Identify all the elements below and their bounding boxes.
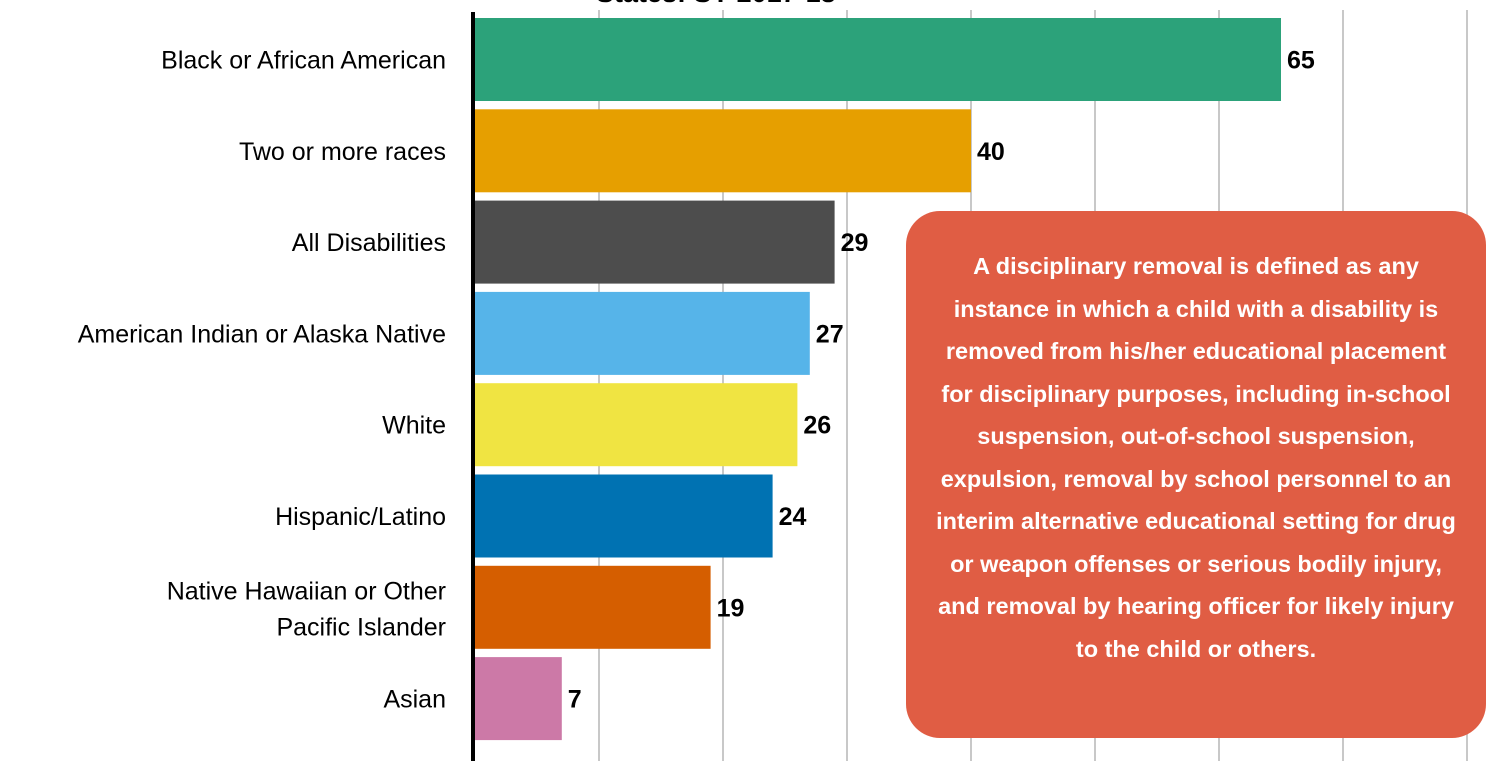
bar xyxy=(475,657,562,741)
category-label: Black or African American xyxy=(161,47,446,75)
bar xyxy=(475,200,835,284)
value-label: 7 xyxy=(568,686,582,714)
definition-callout: A disciplinary removal is defined as any… xyxy=(906,211,1486,738)
value-label: 40 xyxy=(977,138,1005,166)
category-label: Asian xyxy=(383,686,446,714)
value-label: 26 xyxy=(803,412,831,440)
bar xyxy=(475,474,773,558)
bar xyxy=(475,109,971,193)
category-label: All Disabilities xyxy=(292,229,446,257)
chart-title: States: SY 2017-18 xyxy=(596,0,836,9)
value-label: 27 xyxy=(816,320,844,348)
value-label: 65 xyxy=(1287,47,1315,75)
value-label: 19 xyxy=(717,594,745,622)
category-label: Hispanic/Latino xyxy=(275,503,446,531)
bar xyxy=(475,565,711,649)
value-labels: 65 40 29 27 26 24 19 7 xyxy=(568,47,1315,714)
value-label: 29 xyxy=(841,229,869,257)
bar xyxy=(475,383,798,467)
value-label: 24 xyxy=(779,503,807,531)
category-label: American Indian or Alaska Native xyxy=(78,320,446,348)
bar xyxy=(475,291,810,375)
category-label: Two or more races xyxy=(239,138,446,166)
category-label: Native Hawaiian or Other Pacific Islander xyxy=(167,577,446,641)
bar xyxy=(475,18,1281,101)
category-label: White xyxy=(382,412,446,440)
category-labels: Black or African American Two or more rac… xyxy=(78,47,446,714)
bars xyxy=(475,18,1281,741)
